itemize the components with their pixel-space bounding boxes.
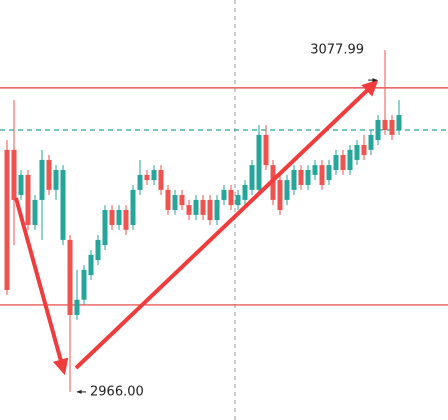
candle-body	[102, 210, 108, 246]
annotation-label: 3077.99	[310, 43, 364, 58]
candle-body	[81, 269, 87, 300]
candle-body	[354, 144, 360, 160]
candle-body	[32, 199, 38, 225]
candle-body	[95, 239, 101, 261]
annotation-label: 2966.00	[90, 384, 144, 399]
candle-body	[277, 180, 283, 210]
candle-body	[39, 159, 45, 200]
candle-body	[284, 180, 290, 200]
candle-body	[46, 159, 52, 190]
candle-body	[375, 119, 381, 141]
candle-body	[298, 170, 304, 185]
candle-body	[333, 155, 339, 171]
candle-body	[74, 299, 80, 315]
candle-body	[340, 155, 346, 171]
candle-body	[249, 165, 255, 190]
candle-body	[319, 165, 325, 185]
candle-body	[193, 199, 199, 215]
candle-body	[137, 174, 143, 190]
candle-body	[144, 174, 150, 181]
candle-body	[228, 189, 234, 206]
candle-body	[396, 115, 402, 131]
candle-body	[186, 205, 192, 215]
candle-body	[326, 165, 332, 181]
candle-body	[291, 170, 297, 190]
candle-body	[263, 134, 269, 166]
candle-body	[151, 170, 157, 181]
candle-body	[60, 170, 66, 240]
candle-body	[207, 199, 213, 221]
trend-arrow	[14, 197, 69, 376]
candle-body	[172, 195, 178, 210]
candle-body	[123, 210, 129, 230]
candle-body	[382, 119, 388, 131]
candle-body	[179, 195, 185, 206]
candle-body	[67, 239, 73, 315]
candle-body	[305, 170, 311, 185]
candle-body	[130, 189, 136, 225]
candle-body	[235, 195, 241, 206]
candle-body	[368, 134, 374, 150]
candle-body	[361, 144, 367, 156]
candle-body	[221, 189, 227, 200]
candle-body	[389, 119, 395, 135]
candle-body	[214, 199, 220, 221]
candle-body	[25, 174, 31, 225]
candle-body	[11, 149, 17, 200]
candle-body	[88, 254, 94, 276]
candle-body	[312, 165, 318, 175]
candle-body	[165, 189, 171, 210]
candle-body	[53, 170, 59, 190]
trend-arrow	[74, 79, 379, 370]
candle-body	[116, 210, 122, 225]
candle-body	[18, 174, 24, 196]
candle-body	[347, 149, 353, 171]
candle-body	[4, 149, 10, 290]
candle-body	[242, 184, 248, 200]
candle-body	[200, 199, 206, 215]
candle-body	[109, 210, 115, 225]
candle-body	[256, 134, 262, 190]
candle-body	[158, 170, 164, 190]
